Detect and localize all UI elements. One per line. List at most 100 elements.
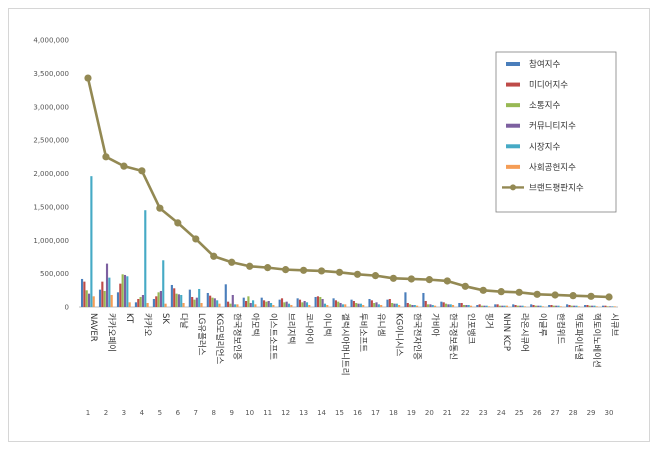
bar xyxy=(462,304,466,307)
bar xyxy=(516,305,519,307)
bar xyxy=(260,297,263,307)
line-point xyxy=(210,252,218,260)
line-point xyxy=(461,282,469,290)
category-label: NAVER xyxy=(88,313,98,342)
legend-swatch xyxy=(506,82,520,87)
line-point xyxy=(228,258,236,266)
bar xyxy=(375,302,378,307)
legend-label: 시장지수 xyxy=(529,141,560,152)
bar xyxy=(121,274,124,307)
bar xyxy=(559,306,562,307)
rank-label: 19 xyxy=(407,409,416,417)
bar xyxy=(126,276,129,307)
rank-label: 21 xyxy=(443,409,452,417)
line-point xyxy=(443,277,451,285)
bar xyxy=(193,299,196,307)
bar xyxy=(200,302,203,307)
rank-label: 24 xyxy=(497,409,506,417)
bar xyxy=(422,292,425,307)
y-tick-label: 1,000,000 xyxy=(33,237,69,245)
rank-label: 30 xyxy=(605,409,614,417)
bar xyxy=(611,306,614,307)
category-label: 시큐브 xyxy=(609,313,619,337)
category-label: 인포뱅크 xyxy=(465,313,476,344)
bars-layer xyxy=(80,176,616,307)
line-point xyxy=(192,235,200,243)
bar xyxy=(458,302,461,307)
y-tick-label: 0 xyxy=(65,304,69,312)
bar xyxy=(170,284,173,307)
bar xyxy=(159,290,162,307)
rank-label: 8 xyxy=(212,409,216,417)
line-point xyxy=(84,74,92,82)
legend-label: 미디어지수 xyxy=(529,80,568,91)
rank-label: 28 xyxy=(569,409,578,417)
bar xyxy=(209,295,212,307)
rank-label: 6 xyxy=(176,409,181,417)
bar xyxy=(227,301,230,307)
bar xyxy=(566,304,569,307)
line-point xyxy=(353,270,362,278)
rank-label: 23 xyxy=(479,409,488,417)
y-tick-label: 2,500,000 xyxy=(33,137,69,145)
labels-layer: NAVER 1 카카오페이 2 KT 3 카카오 4 SK 5 다날 6 LG유플러스 7 KG모빌리언스 8… xyxy=(86,313,619,417)
bar xyxy=(211,297,214,307)
bar xyxy=(254,304,257,307)
bar xyxy=(591,305,594,307)
bar xyxy=(323,303,327,307)
line-point xyxy=(407,275,415,283)
bar xyxy=(451,304,455,307)
rank-label: 17 xyxy=(371,409,380,417)
category-label: 이니텍 xyxy=(322,313,333,336)
bar xyxy=(229,303,232,307)
category-label: 갤럭시아머니트리 xyxy=(340,313,351,376)
bar xyxy=(144,210,147,307)
legend-label: 사회공헌지수 xyxy=(529,163,576,173)
bar xyxy=(139,296,142,307)
category-label: 한국전자인증 xyxy=(411,313,422,360)
rank-label: 1 xyxy=(86,409,90,417)
bar xyxy=(530,304,533,307)
bar xyxy=(498,305,502,307)
category-label: KG이니시스 xyxy=(393,313,404,357)
bar xyxy=(316,296,320,307)
bar xyxy=(429,304,432,307)
rank-label: 27 xyxy=(551,409,560,417)
bar xyxy=(128,302,131,307)
line-point xyxy=(335,268,344,276)
bar xyxy=(514,304,517,307)
line-point xyxy=(569,292,577,300)
bar xyxy=(460,302,463,307)
bar xyxy=(332,298,335,307)
bar xyxy=(434,305,437,307)
line-point xyxy=(551,291,559,299)
line-point xyxy=(246,262,254,270)
bar xyxy=(604,305,607,307)
bar xyxy=(180,294,183,307)
rank-label: 15 xyxy=(335,409,344,417)
legend-label: 커뮤니티지수 xyxy=(529,121,576,132)
bar xyxy=(285,301,288,307)
bar xyxy=(442,302,445,307)
bar xyxy=(287,303,291,307)
bar xyxy=(298,299,302,307)
line-point xyxy=(264,264,272,272)
bar xyxy=(267,300,270,307)
bar xyxy=(465,304,468,307)
category-label: 다날 xyxy=(178,313,189,329)
y-tick-label: 1,500,000 xyxy=(33,203,69,211)
bar xyxy=(467,304,470,307)
bar xyxy=(503,305,506,307)
category-label: 브리지텍 xyxy=(286,313,297,344)
bar xyxy=(123,274,127,307)
bar xyxy=(380,304,383,307)
bar xyxy=(552,305,555,307)
rank-label: 22 xyxy=(461,409,470,417)
bar xyxy=(395,303,398,307)
bar xyxy=(198,288,201,307)
rank-label: 25 xyxy=(515,409,524,417)
bar xyxy=(269,302,273,307)
bar xyxy=(404,292,407,307)
bar xyxy=(90,176,93,307)
bar xyxy=(377,304,380,307)
